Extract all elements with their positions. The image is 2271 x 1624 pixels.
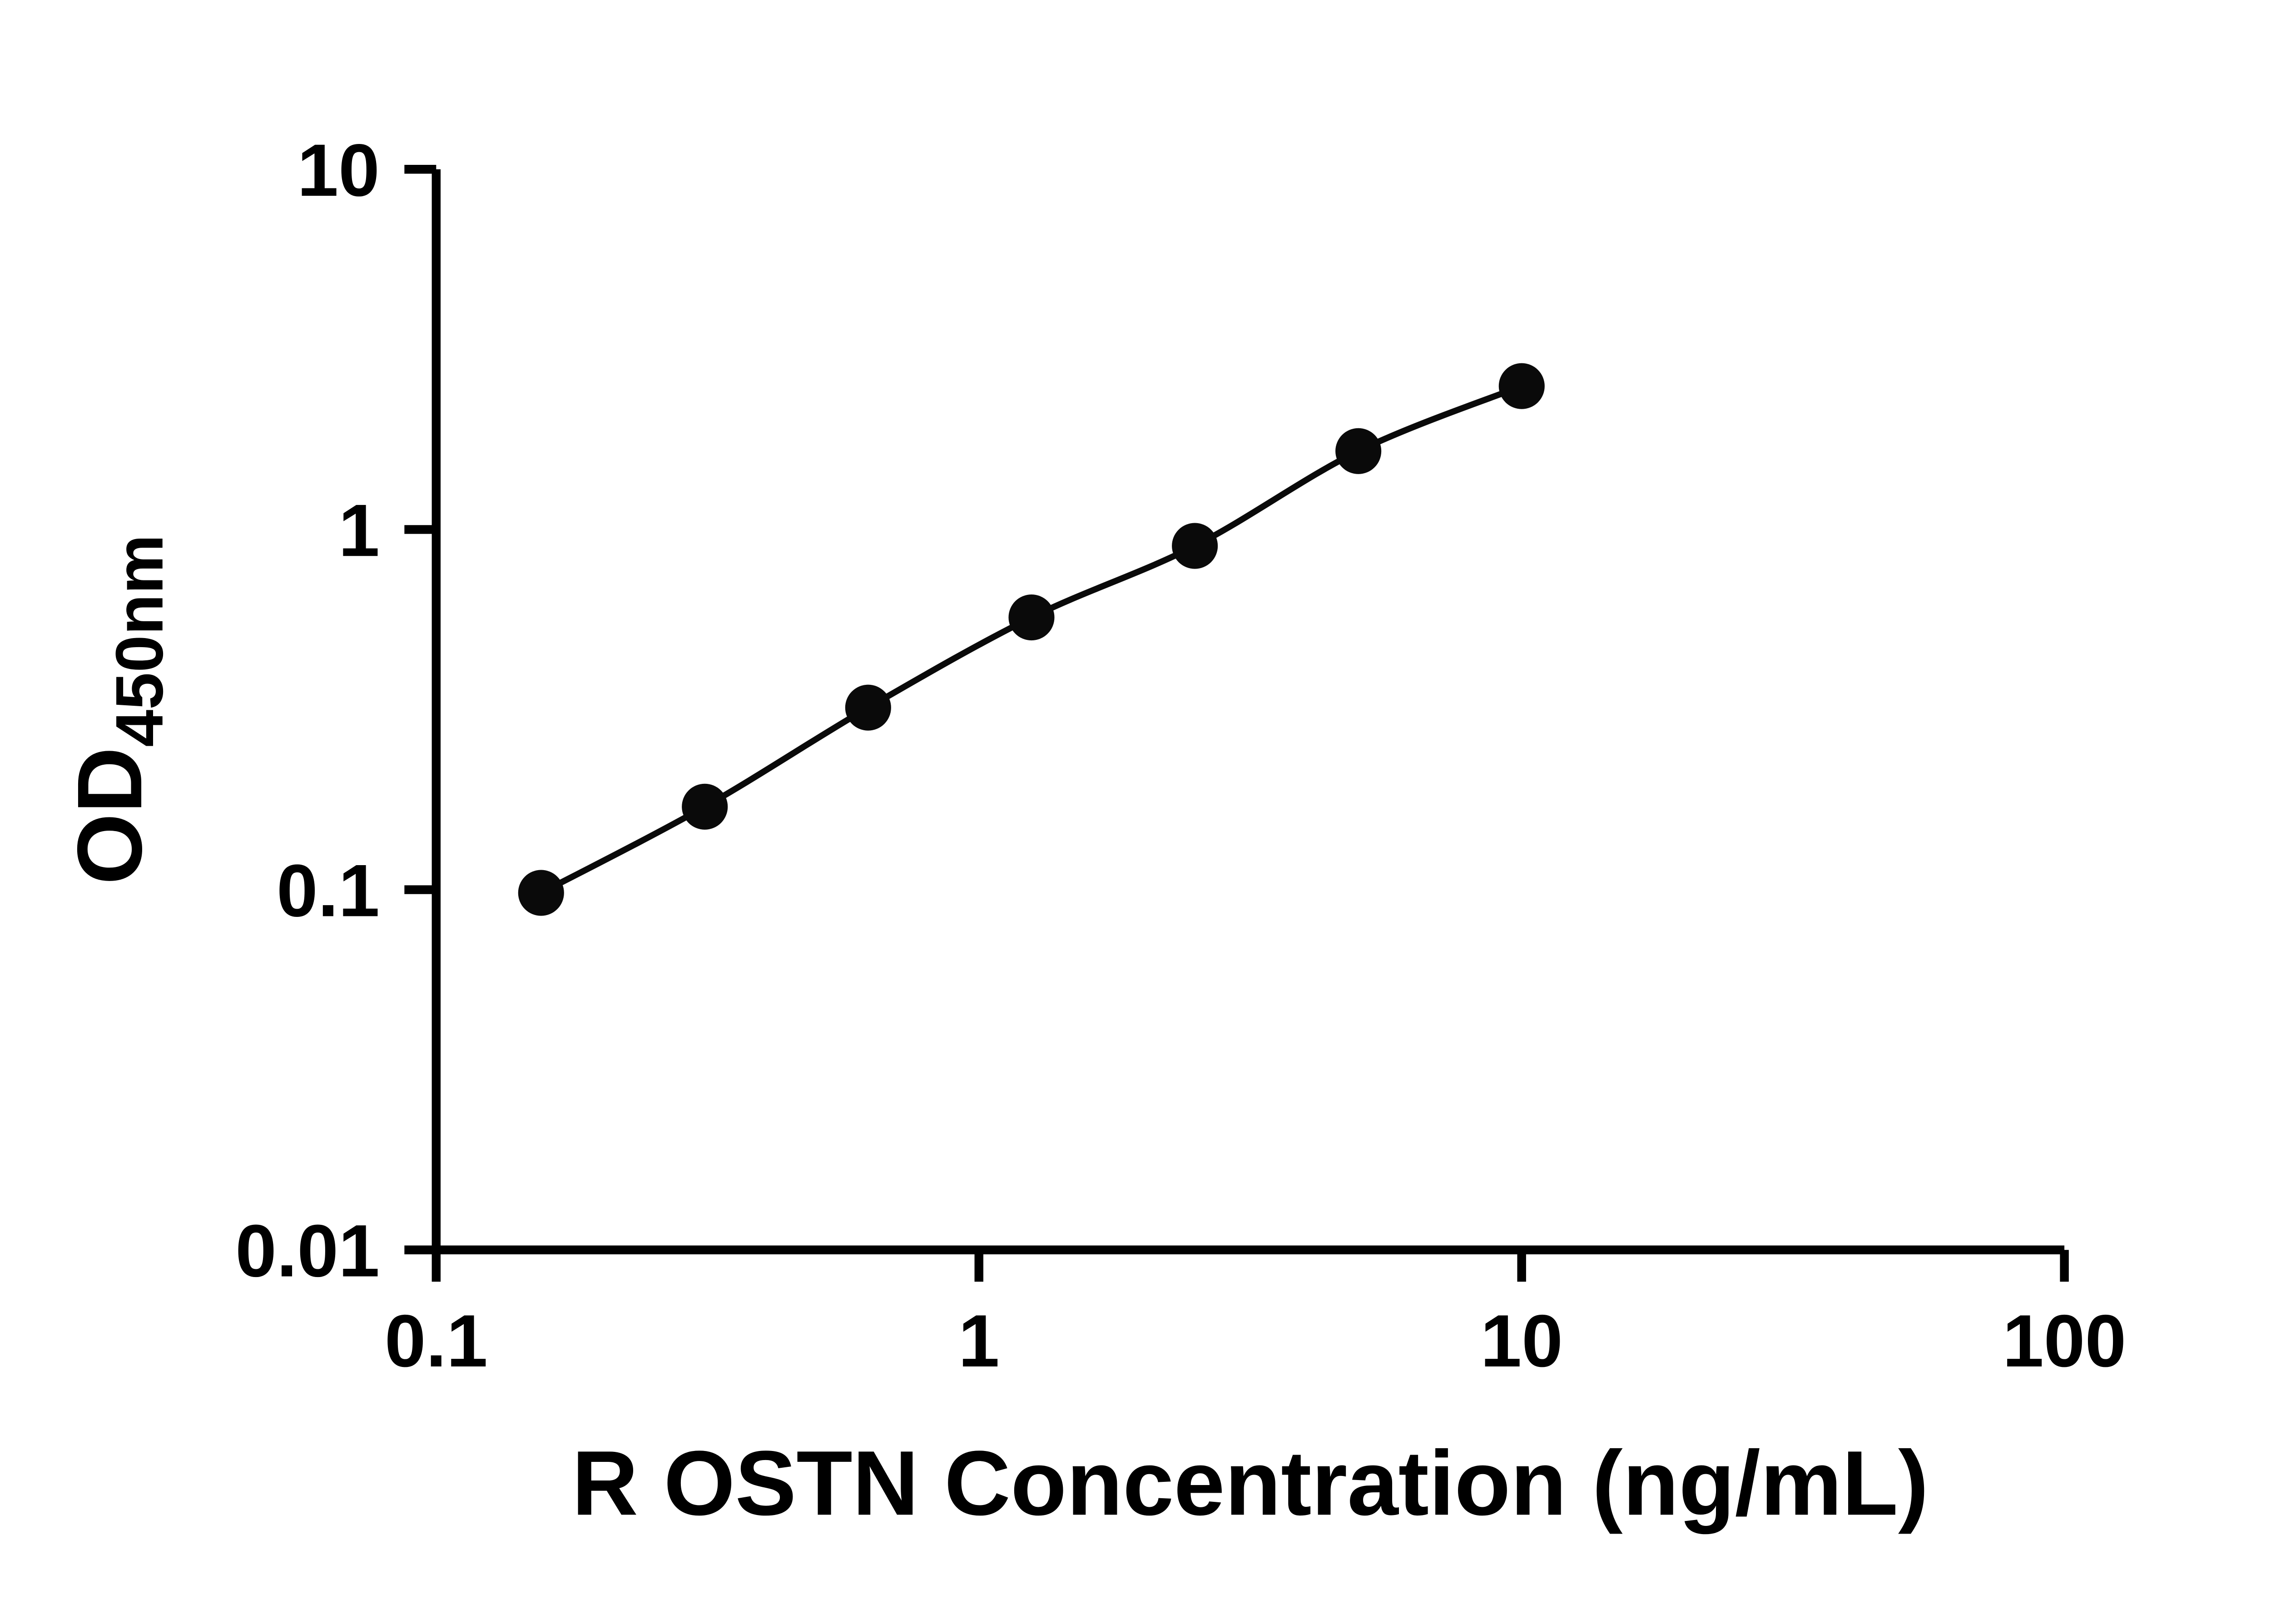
data-point-marker	[682, 783, 728, 830]
y-axis-title-subscript: 450nm	[102, 535, 177, 747]
x-axis-tick-label: 10	[1480, 1299, 1563, 1382]
y-axis-tick-label: 0.1	[277, 849, 380, 932]
y-axis-tick-label: 1	[338, 489, 380, 572]
x-axis-tick-label: 1	[958, 1299, 1000, 1382]
data-point-marker	[1498, 363, 1545, 409]
data-point-marker	[1172, 523, 1218, 569]
y-axis-tick-label: 10	[297, 129, 380, 212]
y-axis-title: OD450nm	[58, 535, 177, 885]
data-point-marker	[518, 870, 564, 916]
x-axis-title: R OSTN Concentration (ng/mL)	[572, 1431, 1929, 1534]
y-axis-title-main: OD	[58, 747, 161, 885]
data-point-marker	[1008, 594, 1055, 641]
y-axis-tick-label: 0.01	[235, 1209, 380, 1292]
x-axis-tick-label: 100	[2003, 1299, 2126, 1382]
x-axis-tick-label: 0.1	[385, 1299, 488, 1382]
data-point-marker	[1335, 428, 1382, 474]
data-point-marker	[845, 684, 891, 731]
